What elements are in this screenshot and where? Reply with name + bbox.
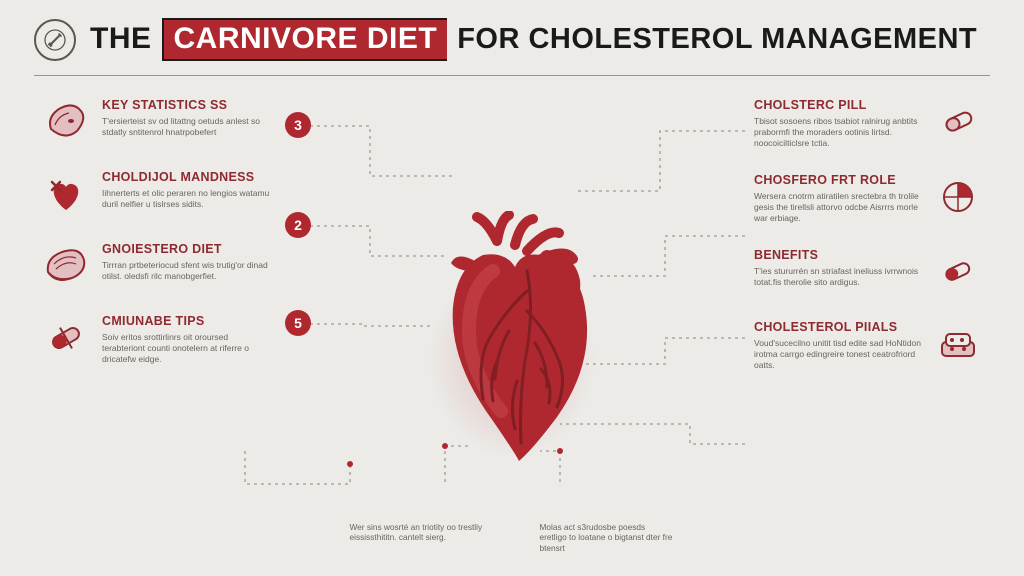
heart-plus-icon [42,170,90,218]
item-body: Tirrran prtbeteriocud sfent wis trutig'o… [102,260,270,282]
capsule-icon [934,248,982,296]
item-body: Tbisot sosoens ribos tsabiot ralnirug an… [754,116,922,149]
item-title: CMIUNABE TIPS [102,314,270,328]
item-title: CHOSFERO FRT ROLE [754,173,922,187]
item-tips: CMIUNABE TIPS Soiv eritos srottirlinrs o… [42,314,270,365]
left-column: KEY STATISTICS SS T'ersierteist sv od li… [42,98,270,389]
item-fat-role: CHOSFERO FRT ROLE Wersera cnotrm atirati… [754,173,982,224]
note-body: Wer sins wosrté an triotity oo trestliy … [350,522,485,544]
meat-slice-icon [42,242,90,290]
stack-icon [934,320,982,368]
right-column: CHOLSTERC PILL Tbisot sosoens ribos tsab… [754,98,982,395]
item-diet: GNOIESTERO DIET Tirrran prtbeteriocud sf… [42,242,270,290]
item-body: Iihnerterts et olic peraren no lengios w… [102,188,270,210]
item-body: Wersera cnotrm atiratilen srectebra th t… [754,191,922,224]
capsule-icon [934,98,982,146]
bottom-note-left: Wer sins wosrté an triotity oo trestliy … [350,522,485,554]
pill-icon [42,314,90,362]
badge-2: 2 [285,212,311,238]
item-title: CHOLDIJOL MANDNESS [102,170,270,184]
item-title: GNOIESTERO DIET [102,242,270,256]
item-cholesterol-piials: CHOLESTEROL PIIALS Voud'sucecilno unitit… [754,320,982,371]
item-body: Soiv eritos srottirlinrs oit oroursed te… [102,332,270,365]
steak-icon [42,98,90,146]
header-emblem-icon [34,19,76,61]
pie-icon [934,173,982,221]
badge-5: 5 [285,310,311,336]
item-key-statistics: KEY STATISTICS SS T'ersierteist sv od li… [42,98,270,146]
bottom-notes: Wer sins wosrté an triotity oo trestliy … [350,522,675,554]
item-pill: CHOLSTERC PILL Tbisot sosoens ribos tsab… [754,98,982,149]
item-body: Voud'sucecilno unitit tisd edite sad HoN… [754,338,922,371]
note-body: Molas act s3rudosbe poesds eretligo to l… [540,522,675,554]
title-prefix: THE [90,22,152,56]
header: THE CARNIVORE DIET FOR CHOLESTEROL MANAG… [0,0,1024,75]
infographic-stage: 3 2 5 KEY STATISTICS SS T'ersierteist sv… [0,76,1024,576]
title-suffix: FOR CHOLESTEROL MANAGEMENT [457,23,977,56]
item-body: T'ersierteist sv od litattng oetuds anle… [102,116,270,138]
item-benefits: BENEFITS T'ies stururrén sn striafast in… [754,248,982,296]
item-body: T'ies stururrén sn striafast ineliuss iv… [754,266,922,288]
item-choldijol: CHOLDIJOL MANDNESS Iihnerterts et olic p… [42,170,270,218]
badge-3: 3 [285,112,311,138]
heart-illustration [387,201,637,491]
item-title: BENEFITS [754,248,922,262]
title-highlight: CARNIVORE DIET [162,18,448,61]
page-title: THE CARNIVORE DIET FOR CHOLESTEROL MANAG… [90,18,977,61]
item-title: KEY STATISTICS SS [102,98,270,112]
item-title: CHOLESTEROL PIIALS [754,320,922,334]
item-title: CHOLSTERC PILL [754,98,922,112]
bottom-note-right: Molas act s3rudosbe poesds eretligo to l… [540,522,675,554]
